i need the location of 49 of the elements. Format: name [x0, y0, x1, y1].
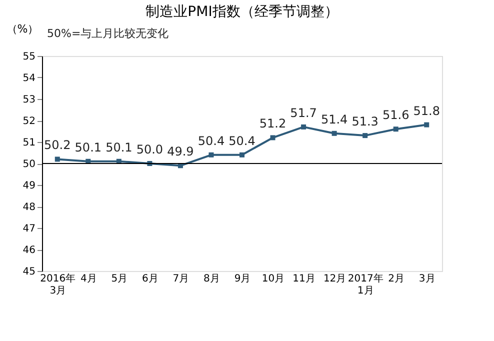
text: 51.7 [290, 106, 317, 120]
text: 51.6 [382, 108, 410, 122]
y-tick-label: 49 [22, 180, 36, 192]
text: 51.2 [259, 116, 286, 131]
x-tick-label: 12月 [323, 274, 346, 284]
y-tick-label: 55 [22, 52, 36, 62]
x-tick-label: 2017年 1月 [348, 272, 384, 296]
point [54, 156, 60, 162]
y-tick-label: 50 [22, 159, 36, 170]
text: 51.8 [413, 104, 440, 118]
y-tick-label: 46 [22, 245, 36, 256]
text: 51.3 [352, 114, 378, 129]
point [301, 124, 306, 130]
x-tick-label: 9月 [234, 274, 251, 284]
x-tick-label: 3月 [418, 274, 436, 284]
text: 50.1 [106, 140, 132, 154]
text: 49.9 [167, 144, 194, 159]
y-tick-label: 48 [22, 202, 36, 213]
text: 50%=与上月比较无变化 [47, 27, 169, 40]
x-tick-label: 2月 [388, 274, 405, 284]
y-tick-label: 51 [22, 138, 36, 148]
y-axis-title: （%） [6, 22, 39, 36]
text: 50.0 [136, 142, 164, 156]
text: 50.1 [74, 140, 102, 154]
text: 50.2 [44, 138, 71, 152]
point [424, 122, 430, 128]
point [393, 126, 398, 132]
y-tick-label: 47 [22, 224, 36, 234]
x-tick-label: 11月 [292, 274, 316, 284]
x-tick-label: 10月 [262, 274, 285, 284]
point [240, 152, 244, 158]
x-tick-label: 7月 [172, 274, 190, 284]
x-tick-label: 2016年 3月 [40, 272, 76, 296]
point [332, 130, 337, 136]
x-tick-label: 8月 [204, 274, 220, 284]
text: 51.4 [320, 112, 348, 126]
point [362, 133, 368, 138]
x-tick-label: 5月 [111, 274, 128, 284]
point [270, 135, 276, 140]
x-tick-label: 4月 [80, 274, 97, 284]
text: 50.4 [198, 134, 225, 148]
x-tick-label: 6月 [142, 274, 158, 284]
chart-title: 制造业PMI指数（经季节调整） [146, 4, 338, 20]
y-tick-label: 45 [22, 266, 36, 278]
y-tick-label: 53 [22, 94, 36, 106]
y-tick-label: 52 [22, 116, 36, 127]
text: 50.4 [228, 134, 256, 148]
point [208, 152, 214, 158]
y-tick-label: 54 [22, 73, 36, 84]
